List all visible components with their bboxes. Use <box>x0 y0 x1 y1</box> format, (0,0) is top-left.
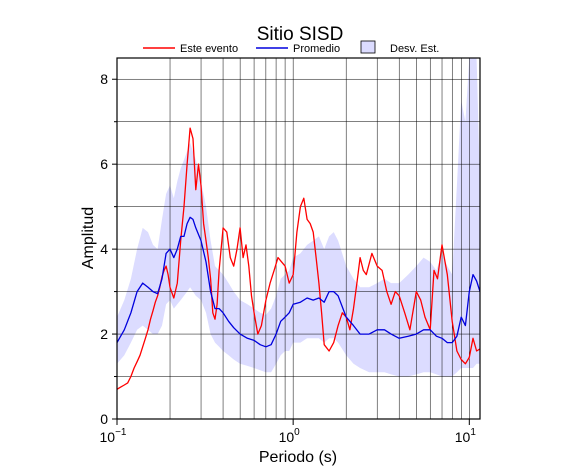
x-tick-base: 10 <box>279 429 295 445</box>
legend-label: Este evento <box>180 43 238 55</box>
series-line <box>117 127 480 390</box>
series-layer <box>117 127 480 390</box>
y-tick-label: 8 <box>100 71 108 87</box>
legend-swatch <box>360 40 376 54</box>
series-line <box>117 216 480 348</box>
y-tick-label: 4 <box>100 241 108 257</box>
y-tick-label: 2 <box>100 326 108 342</box>
x-tick-label: 10−1 <box>100 427 127 445</box>
legend-label: Promedio <box>293 43 340 55</box>
x-tick-label: 101 <box>455 427 477 445</box>
legend: Este evento Promedio Desv. Est. <box>143 40 439 55</box>
y-axis-label: Amplitud <box>80 207 97 269</box>
x-tick-base: 10 <box>100 429 116 445</box>
x-axis: 10−1 100 101 <box>100 419 477 445</box>
y-tick-label: 6 <box>100 156 108 172</box>
grid <box>117 58 480 419</box>
x-tick-exponent: −1 <box>115 427 127 438</box>
plot-frame <box>116 57 481 420</box>
x-axis-label: Periodo (s) <box>259 449 337 466</box>
y-tick-label: 0 <box>100 411 108 427</box>
legend-label: Desv. Est. <box>390 43 439 55</box>
x-tick-base: 10 <box>455 429 471 445</box>
x-tick-exponent: 0 <box>294 427 300 438</box>
chart-title: Sitio SISD <box>257 24 344 45</box>
y-axis: 0 2 4 6 8 <box>100 71 117 427</box>
x-tick-exponent: 1 <box>470 427 476 438</box>
x-tick-label: 100 <box>279 427 301 445</box>
